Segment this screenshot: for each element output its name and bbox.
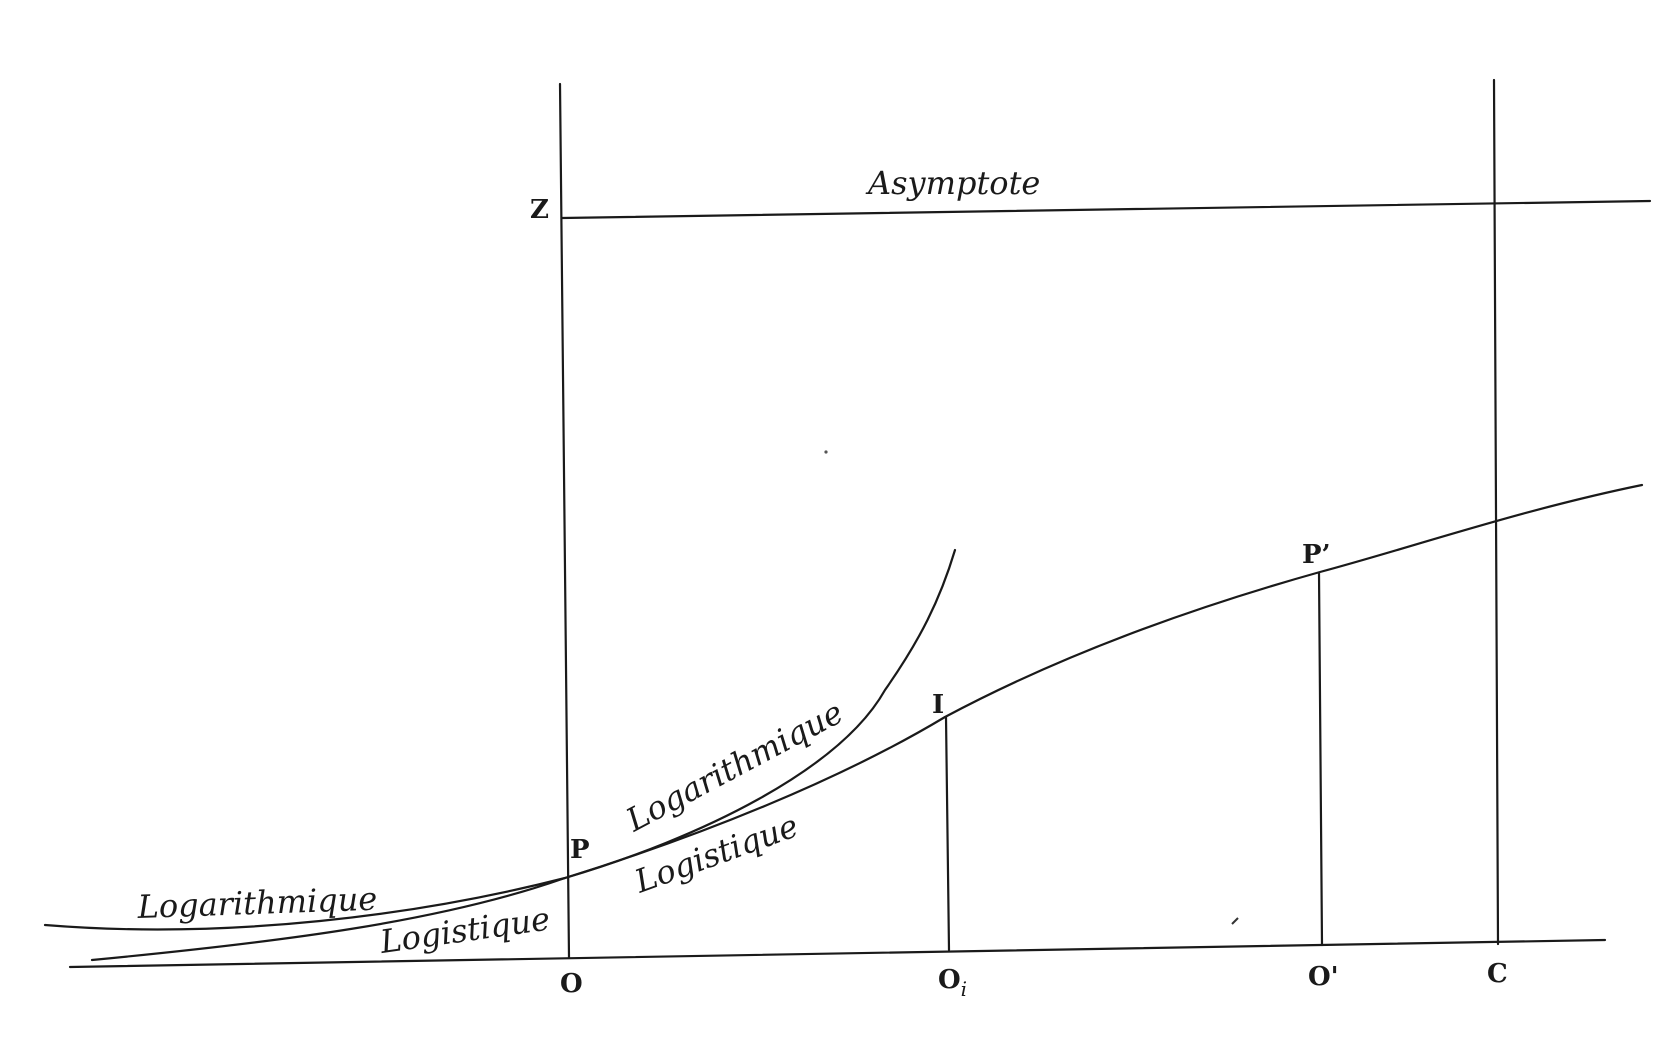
point-p-prime-label: P’ xyxy=(1302,540,1331,570)
log-left-label: Logarithmique xyxy=(136,880,378,926)
vertical-line-c xyxy=(1492,78,1500,946)
logarithmic-curve xyxy=(43,548,957,931)
asymptote-line xyxy=(560,199,1652,220)
logistic-curve xyxy=(90,483,1644,962)
point-p-label: P xyxy=(570,835,590,865)
point-o-label: O xyxy=(560,969,583,999)
point-o-prime-label: O' xyxy=(1308,962,1339,992)
point-oi-label: Oi xyxy=(938,965,967,1001)
logistic-left-label: Logistique xyxy=(377,900,552,962)
point-c-label: C xyxy=(1487,959,1508,989)
base-line xyxy=(68,938,1607,969)
point-z-label: Z xyxy=(530,195,549,225)
point-i-label: I xyxy=(932,690,944,720)
asymptote-label: Asymptote xyxy=(865,164,1040,202)
ink-speck xyxy=(1231,917,1239,925)
point-oi-subscript: i xyxy=(961,977,967,1001)
ordinate-p-prime xyxy=(1317,571,1324,947)
point-oi-base: O xyxy=(938,965,961,995)
vertical-line-o xyxy=(558,82,571,960)
ink-speck xyxy=(824,450,828,454)
ordinate-i xyxy=(944,715,951,952)
